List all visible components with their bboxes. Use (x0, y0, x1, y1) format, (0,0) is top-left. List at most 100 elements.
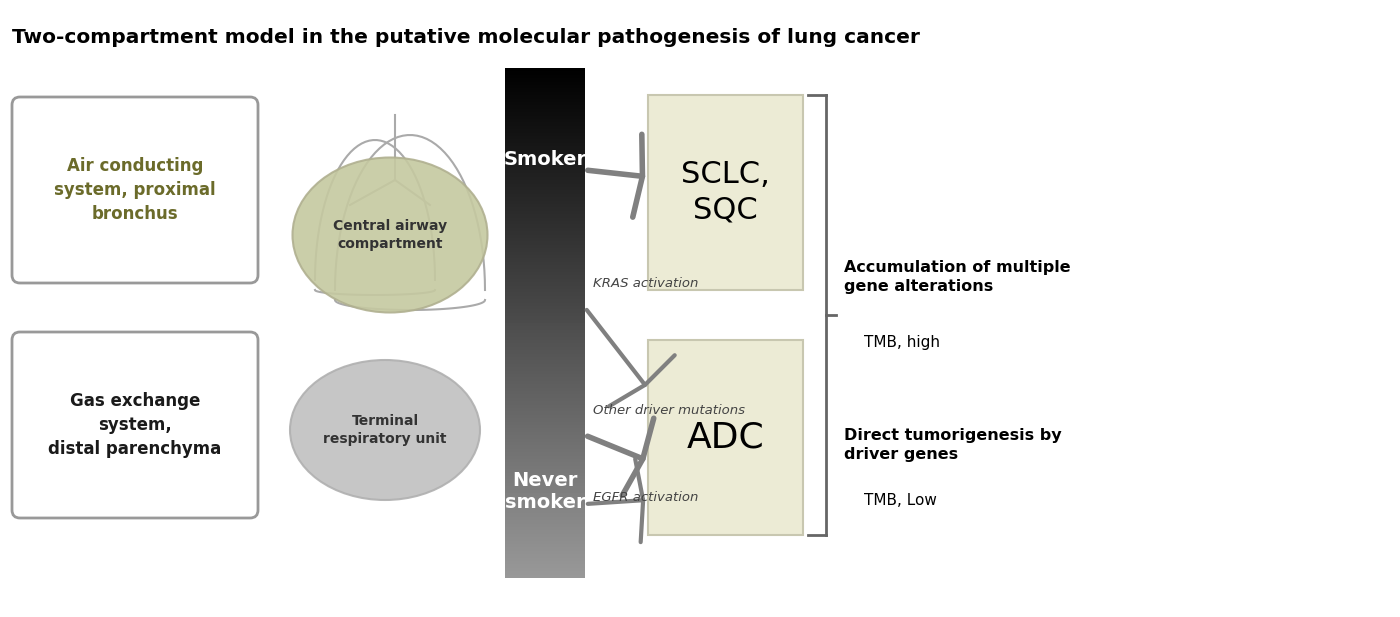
Bar (505, 497, 585, 500)
Bar (505, 462, 585, 466)
Bar (505, 136, 585, 140)
Bar (505, 503, 585, 507)
Text: Gas exchange
system,
distal parenchyma: Gas exchange system, distal parenchyma (49, 392, 221, 458)
Bar (505, 568, 585, 572)
Bar (505, 275, 585, 280)
Text: Direct tumorigenesis by
driver genes: Direct tumorigenesis by driver genes (844, 428, 1061, 462)
Bar (505, 109, 585, 113)
Bar (505, 99, 585, 102)
Bar (505, 510, 585, 514)
Bar (505, 68, 585, 72)
Bar (505, 306, 585, 310)
Bar (505, 112, 585, 116)
Bar (505, 449, 585, 453)
Bar (505, 316, 585, 320)
Bar (505, 432, 585, 436)
Bar (505, 337, 585, 341)
Text: EGFR activation: EGFR activation (594, 491, 699, 504)
Bar (505, 177, 585, 181)
FancyBboxPatch shape (13, 97, 258, 283)
Bar (505, 119, 585, 123)
Bar (648, 95, 804, 290)
Bar (505, 330, 585, 334)
Bar (505, 378, 585, 381)
Bar (505, 442, 585, 446)
Bar (505, 364, 585, 368)
Bar (505, 527, 585, 531)
Bar (505, 394, 585, 399)
Bar (505, 248, 585, 252)
Bar (505, 214, 585, 218)
Text: Air conducting
system, proximal
bronchus: Air conducting system, proximal bronchus (55, 157, 216, 223)
Bar (505, 571, 585, 575)
Bar (505, 445, 585, 449)
Bar (505, 309, 585, 313)
Bar (505, 405, 585, 408)
Bar (505, 170, 585, 174)
Bar (505, 381, 585, 385)
Bar (505, 421, 585, 426)
Bar (505, 184, 585, 188)
Bar (505, 194, 585, 197)
Bar (505, 347, 585, 350)
Bar (505, 374, 585, 378)
Bar (505, 517, 585, 521)
Bar (505, 133, 585, 136)
Bar (505, 384, 585, 388)
Bar (505, 439, 585, 442)
Bar (505, 238, 585, 242)
Bar (505, 75, 585, 79)
Bar (505, 520, 585, 524)
Bar (505, 245, 585, 249)
Bar (505, 350, 585, 354)
Bar (505, 126, 585, 130)
Bar (505, 296, 585, 300)
Bar (505, 299, 585, 303)
Bar (505, 201, 585, 204)
Bar (505, 143, 585, 147)
Bar (505, 466, 585, 470)
Bar (505, 268, 585, 273)
Text: Smoker: Smoker (504, 151, 587, 169)
Bar (505, 234, 585, 239)
Bar (505, 452, 585, 456)
Bar (505, 129, 585, 133)
Bar (505, 160, 585, 164)
Bar (505, 197, 585, 201)
FancyBboxPatch shape (13, 332, 258, 518)
Bar (505, 78, 585, 82)
Bar (505, 265, 585, 269)
Text: Other driver mutations: Other driver mutations (594, 404, 745, 417)
Bar (505, 313, 585, 317)
Bar (505, 115, 585, 120)
Bar (505, 72, 585, 75)
Text: Terminal
respiratory unit: Terminal respiratory unit (323, 414, 447, 446)
Bar (505, 507, 585, 510)
Bar (505, 554, 585, 558)
Bar (505, 102, 585, 106)
Ellipse shape (290, 360, 480, 500)
Bar (505, 415, 585, 419)
Text: SCLC,
SQC: SCLC, SQC (680, 160, 770, 225)
Bar (505, 479, 585, 483)
Bar (505, 225, 585, 228)
Text: KRAS activation: KRAS activation (594, 277, 699, 290)
Bar (505, 255, 585, 259)
Bar (505, 252, 585, 255)
Bar (505, 524, 585, 528)
Bar (505, 326, 585, 330)
Bar (505, 357, 585, 361)
Bar (505, 333, 585, 337)
Bar (505, 92, 585, 96)
Bar (505, 85, 585, 89)
Bar (505, 544, 585, 548)
Bar (505, 561, 585, 565)
Bar (505, 425, 585, 429)
Bar (505, 537, 585, 541)
Bar (505, 340, 585, 344)
Bar (505, 204, 585, 208)
Text: Central airway
compartment: Central airway compartment (333, 219, 447, 251)
Bar (505, 565, 585, 568)
Bar (505, 231, 585, 235)
Bar (505, 173, 585, 177)
